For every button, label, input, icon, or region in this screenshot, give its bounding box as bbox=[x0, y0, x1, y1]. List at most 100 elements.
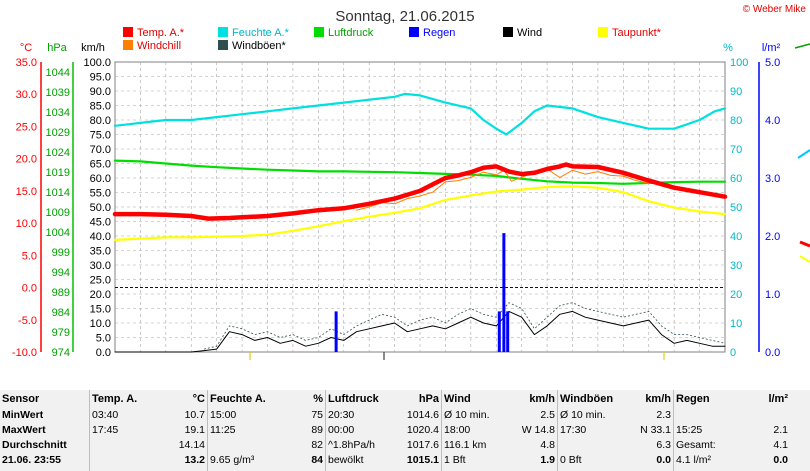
wind-last-value: 1.9 bbox=[540, 454, 555, 466]
wind-tick-label: 35.0 bbox=[90, 246, 111, 258]
temp-head: Temp. A. bbox=[92, 393, 138, 405]
wind-tick-label: 30.0 bbox=[90, 260, 111, 272]
stats-table: Sensor MinWert MaxWert Durchschnitt 21.0… bbox=[0, 390, 810, 471]
wind-tick-label: 25.0 bbox=[90, 275, 111, 287]
wind-tick-label: 50.0 bbox=[90, 202, 111, 214]
humidity-tick-label: 0 bbox=[730, 347, 736, 359]
temp-tick-label: 30.0 bbox=[16, 89, 37, 101]
pressure-tick-label: 1029 bbox=[46, 127, 70, 139]
hum-min-time: 15:00 bbox=[210, 409, 237, 421]
hum-head: Feuchte A. bbox=[210, 393, 266, 405]
sensor-head: Sensor bbox=[2, 393, 40, 405]
gust-head: Windböen bbox=[560, 393, 614, 405]
pressure-tick-label: 1019 bbox=[46, 167, 70, 179]
edge-decor-yellow bbox=[799, 255, 810, 263]
edge-decor-green bbox=[794, 43, 810, 49]
press-min-value: 1014.6 bbox=[406, 409, 439, 421]
rain-bar bbox=[502, 233, 506, 352]
legend-label: Regen bbox=[423, 27, 455, 39]
wind-tick-label: 65.0 bbox=[90, 159, 111, 171]
press-avg-value: 1017.6 bbox=[406, 439, 439, 451]
temperature-line bbox=[112, 162, 728, 221]
hum-max-time: 11:25 bbox=[210, 424, 236, 436]
wind-avg-value: 4.8 bbox=[540, 439, 555, 451]
temp-min-time: 03:40 bbox=[92, 409, 119, 421]
humidity-line bbox=[113, 92, 727, 136]
legend-swatch bbox=[123, 27, 133, 37]
rain-tick-label: 4.0 bbox=[765, 115, 780, 127]
temp-max-time: 17:45 bbox=[92, 424, 119, 436]
temp-max-value: 19.1 bbox=[184, 424, 205, 436]
sensor-column: Sensor MinWert MaxWert Durchschnitt 21.0… bbox=[0, 390, 90, 471]
legend-swatch bbox=[218, 40, 228, 50]
wind-min-value: 2.5 bbox=[540, 409, 555, 421]
hum-last-value: 84 bbox=[311, 454, 323, 466]
legend-swatch bbox=[503, 27, 513, 37]
legend-label: Taupunkt* bbox=[612, 27, 662, 39]
wind-tick-label: 45.0 bbox=[90, 217, 111, 229]
wind-tick-label: 40.0 bbox=[90, 231, 111, 243]
chart-credit: © Weber Mike bbox=[743, 4, 807, 15]
temp-tick-label: 5.0 bbox=[22, 250, 37, 262]
temp-column: Temp. A. °C 03:40 10.7 17:45 19.1 14.14 13.… bbox=[90, 390, 208, 471]
min-label: MinWert bbox=[2, 409, 44, 421]
wind-tick-label: 80.0 bbox=[90, 115, 111, 127]
wind-max-time: 18:00 bbox=[444, 424, 471, 436]
gust-avg-value: 6.3 bbox=[656, 439, 671, 451]
temp-last-value: 13.2 bbox=[184, 454, 205, 466]
last-timestamp: 21.06. 23:55 bbox=[2, 454, 61, 466]
legend-label: Windböen* bbox=[232, 40, 287, 52]
humidity-tick-label: 80 bbox=[730, 115, 742, 127]
rain-tick-label: 5.0 bbox=[765, 57, 780, 69]
humidity-tick-label: 10 bbox=[730, 318, 742, 330]
press-forecast: bewölkt bbox=[328, 454, 364, 466]
pressure-tick-label: 994 bbox=[52, 267, 70, 279]
gust-last-value: 0.0 bbox=[656, 454, 671, 466]
wind-tick-label: 85.0 bbox=[90, 101, 111, 113]
pressure-tick-label: 1024 bbox=[46, 147, 70, 159]
rain-last-value: 0.0 bbox=[773, 454, 788, 466]
hum-avg-value: 82 bbox=[311, 439, 323, 451]
humidity-tick-label: 30 bbox=[730, 260, 742, 272]
hum-unit: % bbox=[313, 393, 323, 405]
pressure-axis-label: hPa bbox=[47, 42, 67, 54]
press-max-value: 1020.4 bbox=[406, 424, 439, 436]
wind-tick-label: 90.0 bbox=[90, 86, 111, 98]
humidity-tick-label: 90 bbox=[730, 86, 742, 98]
wind-tick-label: 55.0 bbox=[90, 188, 111, 200]
rain-axis-label: l/m² bbox=[762, 42, 781, 54]
rain-last-note: 4.1 l/m² bbox=[676, 454, 712, 466]
pressure-line bbox=[113, 159, 727, 185]
temp-tick-label: 25.0 bbox=[16, 121, 37, 133]
humidity-tick-label: 20 bbox=[730, 289, 742, 301]
rain-bar bbox=[334, 311, 338, 352]
temp-tick-label: 20.0 bbox=[16, 154, 37, 166]
rain-max-value: 2.1 bbox=[773, 424, 788, 436]
pressure-tick-label: 1009 bbox=[46, 207, 70, 219]
temp-avg-value: 14.14 bbox=[178, 439, 205, 451]
humidity-tick-label: 60 bbox=[730, 173, 742, 185]
rain-bar bbox=[497, 311, 501, 352]
pressure-tick-label: 1034 bbox=[46, 107, 70, 119]
press-unit: hPa bbox=[418, 393, 439, 405]
wind-tick-label: 10.0 bbox=[90, 318, 111, 330]
pressure-tick-label: 1014 bbox=[46, 187, 70, 199]
wind-min-note: Ø 10 min. bbox=[444, 409, 490, 421]
wind-tick-label: 75.0 bbox=[90, 130, 111, 142]
avg-label: Durchschnitt bbox=[2, 439, 67, 451]
rain-total-value: 4.1 bbox=[773, 439, 788, 451]
rain-max-time: 15:25 bbox=[676, 424, 703, 436]
wind-axis-label: km/h bbox=[81, 42, 105, 54]
press-max-time: 00:00 bbox=[328, 424, 355, 436]
pressure-tick-label: 1039 bbox=[46, 87, 70, 99]
humidity-axis-label: % bbox=[723, 42, 733, 54]
gust-bft: 0 Bft bbox=[560, 454, 582, 466]
wind-head: Wind bbox=[444, 393, 471, 405]
temp-tick-label: 35.0 bbox=[16, 57, 37, 69]
wind-tick-label: 95.0 bbox=[90, 72, 111, 84]
legend-swatch bbox=[409, 27, 419, 37]
temp-tick-label: 0.0 bbox=[22, 283, 37, 295]
temp-min-value: 10.7 bbox=[184, 409, 205, 421]
rain-head: Regen bbox=[676, 393, 710, 405]
wind-max-value: W 14.8 bbox=[521, 424, 555, 436]
